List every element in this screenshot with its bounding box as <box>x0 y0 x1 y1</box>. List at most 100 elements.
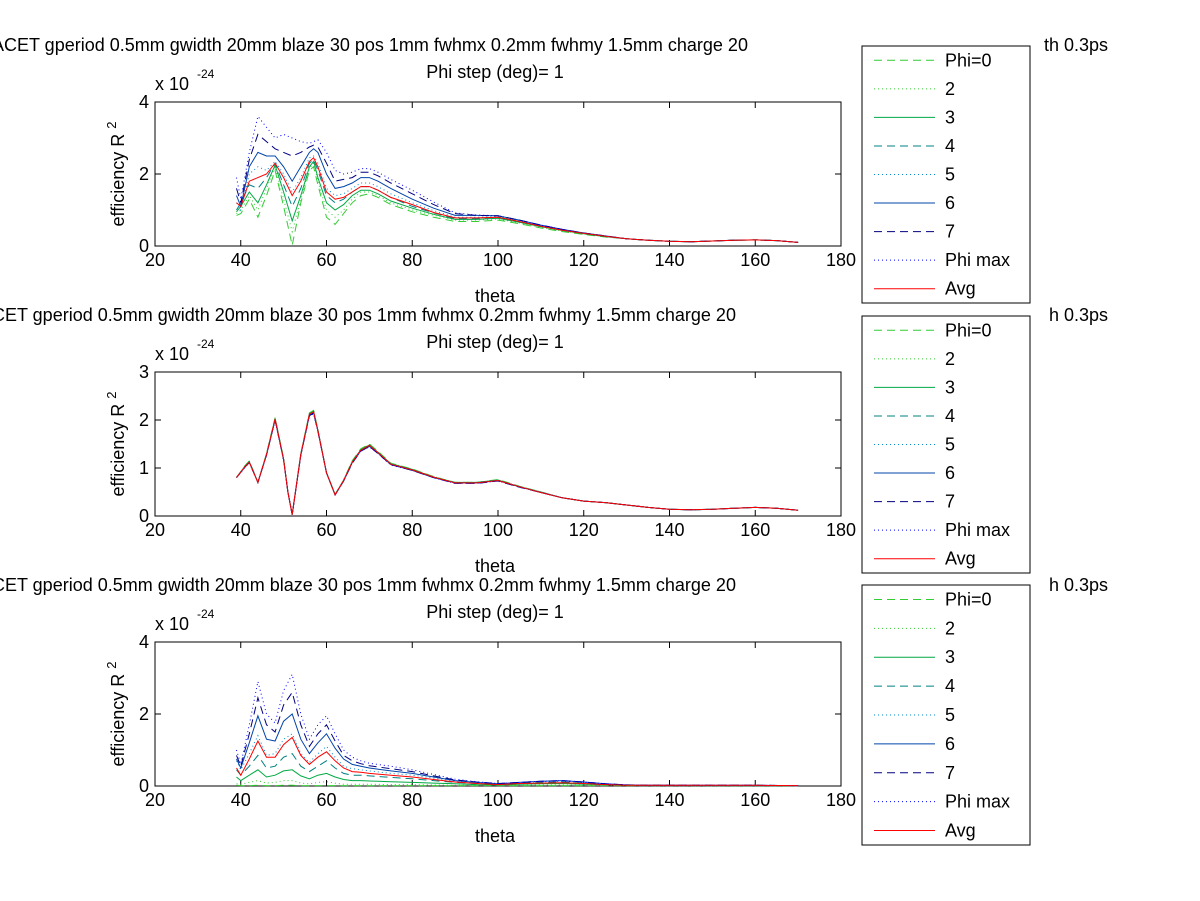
legend-entry-label: 4 <box>945 406 955 426</box>
x-tick-label: 40 <box>231 520 251 540</box>
legend-entry-label: Phi=0 <box>945 589 992 609</box>
x-tick-label: 100 <box>483 520 513 540</box>
legend-entry-label: Avg <box>945 549 976 569</box>
y-exponent-power: -24 <box>197 607 215 621</box>
axes-box <box>154 101 842 247</box>
x-tick-label: 100 <box>483 790 513 810</box>
y-tick-label: 0 <box>139 506 149 526</box>
legend-entry-label: 2 <box>945 618 955 638</box>
x-tick-label: 40 <box>231 250 251 270</box>
axes-box <box>154 371 842 517</box>
legend-entry-label: 7 <box>945 222 955 242</box>
series-line-8 <box>236 672 799 787</box>
axes-box <box>154 641 842 787</box>
series-line-3 <box>236 160 799 243</box>
x-tick-label: 20 <box>145 250 165 270</box>
y-tick-label: 0 <box>139 236 149 256</box>
x-tick-label: 160 <box>740 790 770 810</box>
legend-entry-label: Phi=0 <box>945 320 992 340</box>
series-line-5 <box>236 733 799 787</box>
y-exponent-power: -24 <box>197 67 215 81</box>
plot-title: CET gperiod 0.5mm gwidth 20mm blaze 30 p… <box>0 305 736 325</box>
x-tick-label: 60 <box>316 250 336 270</box>
y-tick-label: 2 <box>139 410 149 430</box>
x-tick-label: 160 <box>740 520 770 540</box>
y-tick-label: 4 <box>139 632 149 652</box>
legend-entry-label: 2 <box>945 79 955 99</box>
legend-entry-label: Avg <box>945 279 976 299</box>
plot-subtitle: Phi step (deg)= 1 <box>426 62 564 82</box>
subplot-2: CET gperiod 0.5mm gwidth 20mm blaze 30 p… <box>0 305 1108 576</box>
legend-entry-label: Avg <box>945 821 976 841</box>
series-line-4 <box>236 158 799 243</box>
plot-title: ACET gperiod 0.5mm gwidth 20mm blaze 30 … <box>0 35 748 55</box>
legend-entry-label: 3 <box>945 377 955 397</box>
legend-entry-label: Phi=0 <box>945 50 992 70</box>
y-tick-label: 1 <box>139 458 149 478</box>
y-axis-label-text: efficiency R <box>108 669 128 767</box>
legend-entry-label: Phi max <box>945 520 1010 540</box>
x-tick-label: 140 <box>654 790 684 810</box>
legend-entry-label: Phi max <box>945 250 1010 270</box>
series-line-4 <box>236 411 799 515</box>
legend-entry-label: Phi max <box>945 792 1010 812</box>
x-tick-label: 120 <box>569 520 599 540</box>
legend: Phi=0 2 3 4 5 6 7 Phi max Avg <box>861 584 1031 846</box>
x-tick-label: 40 <box>231 790 251 810</box>
y-axis-label: efficiency R 2 <box>104 122 128 227</box>
series-line-2 <box>236 410 799 515</box>
x-tick-label: 120 <box>569 790 599 810</box>
plot-title-tail: th 0.3ps <box>1044 35 1108 55</box>
legend-entry-label: 3 <box>945 107 955 127</box>
x-tick-label: 180 <box>826 790 856 810</box>
y-axis-label-sup: 2 <box>104 122 119 129</box>
series-line-3 <box>236 410 799 515</box>
series-line-4 <box>236 752 799 787</box>
legend-entry-label: 5 <box>945 705 955 725</box>
legend-entry-label: 4 <box>945 136 955 156</box>
legend-entry-label: 6 <box>945 193 955 213</box>
series-line-8 <box>236 413 799 515</box>
x-tick-label: 60 <box>316 790 336 810</box>
x-tick-label: 80 <box>402 250 422 270</box>
legend: Phi=0 2 3 4 5 6 7 Phi max Avg <box>861 315 1031 574</box>
plot-title: CET gperiod 0.5mm gwidth 20mm blaze 30 p… <box>0 575 736 595</box>
series-line-5 <box>236 155 799 243</box>
legend-entry-label: 7 <box>945 492 955 512</box>
x-axis-label: theta <box>475 286 516 306</box>
legend-entry-label: 5 <box>945 165 955 185</box>
legend: Phi=0 2 3 4 5 6 7 Phi max Avg <box>861 45 1031 304</box>
legend-entry-label: 2 <box>945 349 955 369</box>
x-tick-label: 80 <box>402 520 422 540</box>
series-line-9 <box>236 736 799 787</box>
x-tick-label: 180 <box>826 520 856 540</box>
y-axis-label-text: efficiency R <box>108 399 128 497</box>
y-tick-label: 0 <box>139 776 149 796</box>
legend-entry-label: 7 <box>945 763 955 783</box>
y-tick-label: 2 <box>139 164 149 184</box>
y-tick-label: 2 <box>139 704 149 724</box>
x-tick-label: 140 <box>654 250 684 270</box>
y-axis-label-sup: 2 <box>104 662 119 669</box>
x-tick-label: 60 <box>316 520 336 540</box>
y-exponent-prefix: x 10 <box>155 74 189 94</box>
y-exponent-power: -24 <box>197 337 215 351</box>
series-line-6 <box>236 412 799 515</box>
y-tick-label: 4 <box>139 92 149 112</box>
x-tick-label: 100 <box>483 250 513 270</box>
series-line-7 <box>236 133 799 243</box>
x-axis-label: theta <box>475 556 516 576</box>
plot-title-tail: h 0.3ps <box>1049 305 1108 325</box>
subplot-1: ACET gperiod 0.5mm gwidth 20mm blaze 30 … <box>0 35 1108 306</box>
plot-subtitle: Phi step (deg)= 1 <box>426 332 564 352</box>
x-tick-label: 120 <box>569 250 599 270</box>
series-line-5 <box>236 411 799 515</box>
plot-title-tail: h 0.3ps <box>1049 575 1108 595</box>
series-line-7 <box>236 691 799 787</box>
x-tick-label: 20 <box>145 520 165 540</box>
legend-entry-label: 4 <box>945 676 955 696</box>
legend-entry-label: 6 <box>945 463 955 483</box>
series-line-9 <box>236 156 799 243</box>
x-tick-label: 80 <box>402 790 422 810</box>
